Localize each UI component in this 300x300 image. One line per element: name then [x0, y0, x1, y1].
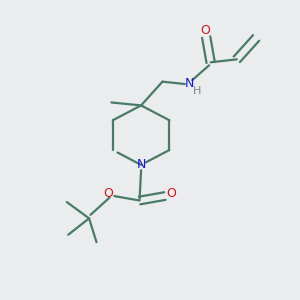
Text: O: O [201, 24, 211, 37]
Text: N: N [184, 76, 194, 90]
Text: H: H [194, 86, 202, 96]
Text: N: N [136, 158, 146, 171]
Text: O: O [167, 188, 176, 200]
Text: O: O [103, 188, 113, 200]
